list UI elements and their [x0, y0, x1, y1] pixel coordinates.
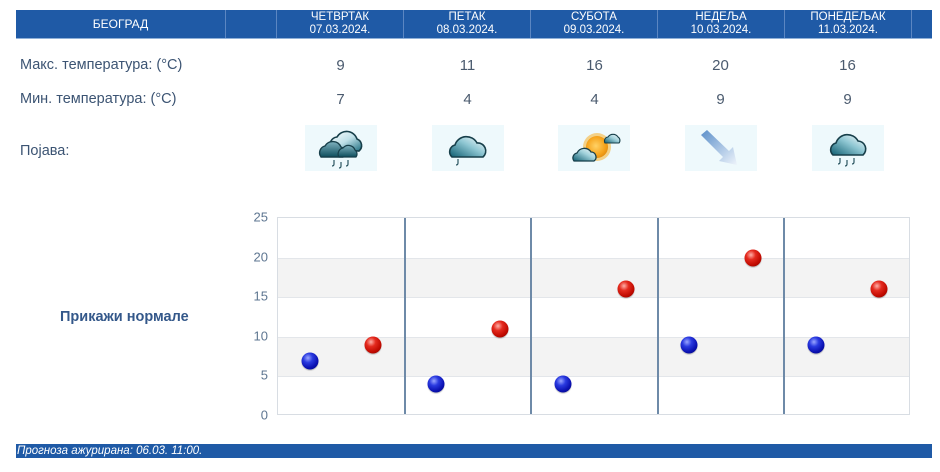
min-temp-value: 9	[843, 91, 852, 108]
min-temp-value: 4	[590, 91, 599, 108]
wind-arrow-icon	[685, 125, 757, 171]
y-tick: 5	[260, 367, 268, 383]
max-temp-value: 20	[712, 57, 729, 74]
grid-band	[278, 336, 909, 377]
max-temp-value: 16	[586, 57, 603, 74]
grid-line	[278, 336, 909, 338]
plot-area	[277, 217, 910, 415]
y-tick: 0	[260, 407, 268, 423]
cloud-light-rain-icon	[432, 125, 504, 171]
cloud-rain-icon	[812, 125, 884, 171]
day-name: НЕДЕЉА	[695, 11, 747, 23]
grid-line	[278, 297, 909, 299]
day-header: СУБОТА 09.03.2024.	[531, 10, 658, 38]
day-header: НЕДЕЉА 10.03.2024.	[658, 10, 785, 38]
day-separator	[530, 218, 532, 414]
day-date: 10.03.2024.	[690, 24, 752, 36]
min-temp-label: Мин. температура: (°C)	[20, 91, 177, 107]
day-name: ПЕТАК	[448, 11, 486, 23]
day-header: ПЕТАК 08.03.2024.	[404, 10, 531, 38]
show-normals-link[interactable]: Прикажи нормале	[60, 309, 189, 325]
min-temp-value: 7	[336, 91, 345, 108]
max-temp-point	[491, 320, 509, 338]
min-temp-value: 4	[463, 91, 472, 108]
grid-band	[278, 257, 909, 298]
min-temp-value: 9	[716, 91, 725, 108]
min-temp-point	[301, 352, 319, 370]
forecast-updated: Прогноза ажурирана: 06.03. 11:00.	[16, 444, 932, 458]
day-date: 09.03.2024.	[563, 24, 625, 36]
y-tick: 10	[253, 328, 268, 344]
max-temp-point	[364, 336, 382, 354]
grid-line	[278, 376, 909, 378]
day-header: ЧЕТВРТАК 07.03.2024.	[277, 10, 404, 38]
day-name: ПОНЕДЕЉАК	[810, 11, 886, 23]
header-spacer	[912, 10, 932, 38]
day-name: ЧЕТВРТАК	[310, 11, 370, 23]
y-tick: 25	[253, 209, 268, 225]
day-separator	[783, 218, 785, 414]
min-temp-point	[427, 375, 445, 393]
city-name: БЕОГРАД	[16, 10, 226, 38]
phenomenon-label: Појава:	[20, 143, 70, 159]
max-temp-point	[744, 249, 762, 267]
max-temp-point	[617, 280, 635, 298]
day-date: 11.03.2024.	[818, 24, 878, 36]
min-temp-point	[680, 336, 698, 354]
cloudy-rain-icon	[305, 125, 377, 171]
max-temp-value: 11	[459, 57, 476, 74]
day-separator	[657, 218, 659, 414]
day-separator	[404, 218, 406, 414]
header-spacer	[226, 10, 277, 38]
y-tick: 20	[253, 249, 268, 265]
day-name: СУБОТА	[571, 11, 617, 23]
grid-line	[278, 257, 909, 259]
day-date: 07.03.2024.	[309, 24, 371, 36]
max-temp-value: 9	[336, 57, 345, 74]
temperature-chart: 25 20 15 10 5 0	[230, 205, 920, 430]
min-temp-point	[807, 336, 825, 354]
partly-sunny-icon	[558, 125, 630, 171]
max-temp-label: Макс. температура: (°C)	[20, 57, 183, 73]
max-temp-point	[870, 280, 888, 298]
day-date: 08.03.2024.	[436, 24, 498, 36]
day-header: ПОНЕДЕЉАК 11.03.2024.	[785, 10, 912, 38]
y-tick: 15	[253, 288, 268, 304]
max-temp-value: 16	[839, 57, 856, 74]
min-temp-point	[554, 375, 572, 393]
forecast-header: БЕОГРАД ЧЕТВРТАК 07.03.2024. ПЕТАК 08.03.2…	[16, 10, 932, 39]
